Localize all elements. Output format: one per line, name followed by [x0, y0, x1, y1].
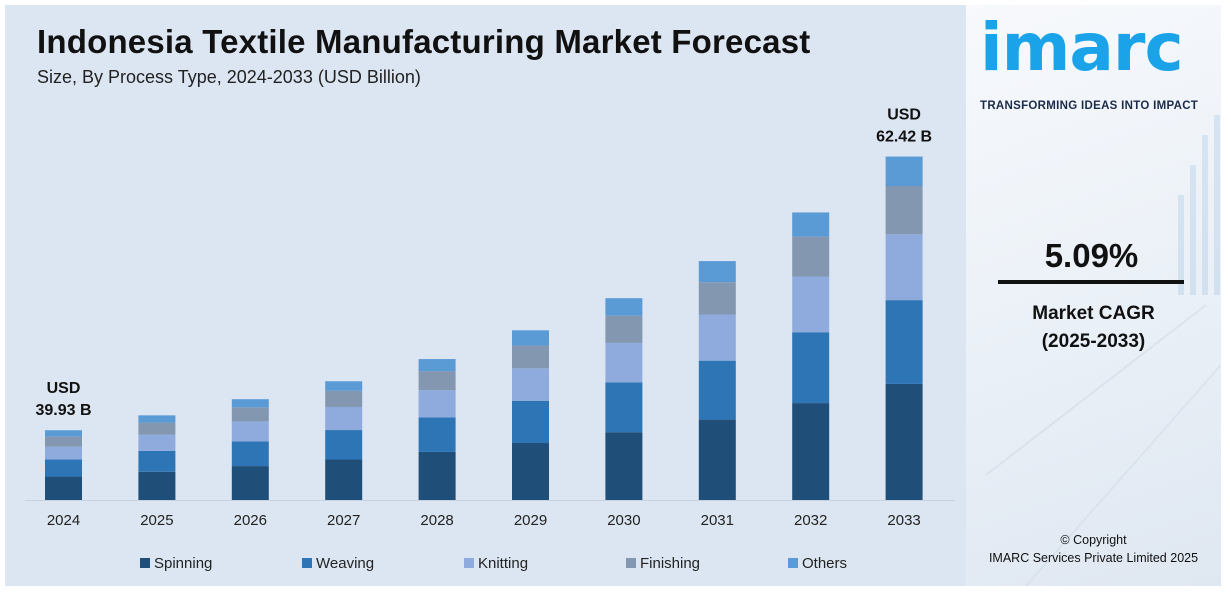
- bar-segment-weaving-2033: [885, 300, 923, 384]
- legend-item-weaving: Weaving: [302, 553, 464, 573]
- copyright-notice: © Copyright IMARC Services Private Limit…: [966, 531, 1221, 567]
- legend-label: Weaving: [316, 554, 375, 572]
- bar-segment-spinning-2025: [138, 471, 176, 500]
- bar-segment-knitting-2030: [605, 342, 643, 383]
- bar-segment-others-2030: [605, 298, 643, 316]
- cagr-label: Market CAGR (2025-2033): [966, 300, 1221, 355]
- bar-segment-others-2026: [231, 399, 269, 408]
- bar-segment-others-2025: [138, 415, 176, 423]
- x-tick-label: 2030: [607, 512, 640, 529]
- stacked-bar-chart: 2024 USD 39.93 B 2025 2026 2027 2028 2029 2030 20…: [25, 107, 955, 529]
- chart-panel: Indonesia Textile Manufacturing Market F…: [5, 5, 966, 586]
- x-tick-label: 2032: [794, 512, 827, 529]
- bar-segment-weaving-2032: [792, 332, 830, 404]
- bar-segment-finishing-2032: [792, 236, 830, 277]
- x-tick-label: 2029: [514, 512, 547, 529]
- bar-segment-weaving-2025: [138, 450, 176, 472]
- bar-segment-weaving-2028: [418, 417, 456, 452]
- bar-segment-weaving-2031: [698, 360, 736, 420]
- bar-segment-weaving-2029: [512, 400, 549, 444]
- bar-segment-finishing-2026: [231, 407, 269, 422]
- bar-segment-finishing-2029: [512, 345, 549, 369]
- bar-segment-spinning-2033: [885, 383, 923, 500]
- bar-segment-spinning-2027: [325, 459, 363, 500]
- bar-segment-spinning-2028: [418, 451, 456, 500]
- legend-item-others: Others: [788, 553, 950, 573]
- bar-segment-finishing-2025: [138, 422, 176, 435]
- total-annotation-value: 62.42 B: [876, 129, 932, 146]
- bar-segment-finishing-2024: [45, 436, 82, 447]
- legend-label: Spinning: [154, 554, 213, 572]
- x-tick-label: 2024: [47, 512, 80, 529]
- bar-segment-knitting-2028: [418, 390, 456, 418]
- legend-swatch: [626, 558, 636, 568]
- total-annotation-label: USD: [47, 380, 81, 397]
- x-tick-label: 2033: [887, 512, 920, 529]
- x-tick-label: 2025: [140, 512, 173, 529]
- legend-item-spinning: Spinning: [140, 553, 302, 573]
- cagr-value: 5.09%: [1044, 237, 1139, 274]
- background-chart-graphic: [985, 115, 1221, 586]
- bar-segment-spinning-2024: [45, 476, 82, 500]
- bar-segment-finishing-2030: [605, 315, 643, 343]
- bar-segment-others-2027: [325, 381, 363, 391]
- bar-segment-knitting-2025: [138, 434, 176, 451]
- bar-segment-weaving-2026: [231, 441, 269, 467]
- bar-segment-weaving-2024: [45, 459, 82, 477]
- bar-segment-finishing-2027: [325, 390, 363, 407]
- total-annotation-label: USD: [887, 107, 921, 124]
- bar-segment-weaving-2027: [325, 430, 363, 460]
- bar-segment-others-2029: [512, 330, 549, 346]
- bar-segment-knitting-2026: [231, 421, 269, 442]
- bar-segment-spinning-2031: [698, 419, 736, 500]
- bar-segment-weaving-2030: [605, 382, 643, 433]
- bar-segment-finishing-2033: [885, 186, 923, 235]
- cagr-divider: [998, 280, 1184, 284]
- bar-segment-spinning-2029: [512, 443, 549, 500]
- legend-label: Knitting: [478, 554, 529, 572]
- x-tick-label: 2027: [327, 512, 360, 529]
- bar-segment-knitting-2031: [698, 314, 736, 361]
- side-panel: imarc TRANSFORMING IDEAS INTO IMPACT 5.0…: [966, 5, 1221, 586]
- bar-segment-spinning-2026: [231, 466, 269, 500]
- legend-label: Others: [802, 554, 848, 572]
- cagr-label-line2: (2025-2033): [1041, 330, 1146, 352]
- chart-legend: Spinning Weaving Knitting Finishing Others: [140, 553, 950, 573]
- copyright-line: © Copyright: [1060, 533, 1127, 547]
- bar-segment-spinning-2032: [792, 403, 830, 500]
- imarc-logo: imarc: [980, 9, 1184, 86]
- legend-item-knitting: Knitting: [464, 553, 626, 573]
- bar-segment-others-2028: [418, 359, 456, 372]
- legend-swatch: [464, 558, 474, 568]
- legend-swatch: [302, 558, 312, 568]
- legend-item-finishing: Finishing: [626, 553, 788, 573]
- bar-segment-knitting-2033: [885, 234, 923, 301]
- company-name: IMARC Services Private Limited 2025: [988, 551, 1199, 566]
- x-tick-label: 2031: [701, 512, 734, 529]
- legend-label: Finishing: [640, 554, 701, 572]
- bar-segment-knitting-2024: [45, 446, 82, 460]
- chart-title: Indonesia Textile Manufacturing Market F…: [37, 23, 811, 60]
- bar-segment-spinning-2030: [605, 432, 643, 500]
- bar-segment-knitting-2027: [325, 406, 363, 431]
- legend-swatch: [140, 558, 150, 568]
- x-tick-label: 2026: [234, 512, 267, 529]
- bar-segment-finishing-2031: [698, 282, 736, 315]
- bar-segment-finishing-2028: [418, 371, 456, 391]
- bar-segment-knitting-2029: [512, 368, 549, 401]
- bar-segment-others-2033: [885, 156, 923, 187]
- total-annotation-value: 39.93 B: [35, 402, 91, 419]
- x-tick-label: 2028: [420, 512, 453, 529]
- bar-segment-others-2024: [45, 430, 82, 437]
- bar-segment-knitting-2032: [792, 276, 830, 333]
- cagr-label-line1: Market CAGR: [1032, 303, 1155, 324]
- legend-swatch: [788, 558, 798, 568]
- bar-segment-others-2032: [792, 212, 830, 237]
- bar-segment-others-2031: [698, 261, 736, 283]
- chart-subtitle: Size, By Process Type, 2024-2033 (USD Bi…: [37, 67, 421, 87]
- brand-tagline: TRANSFORMING IDEAS INTO IMPACT: [980, 100, 1199, 112]
